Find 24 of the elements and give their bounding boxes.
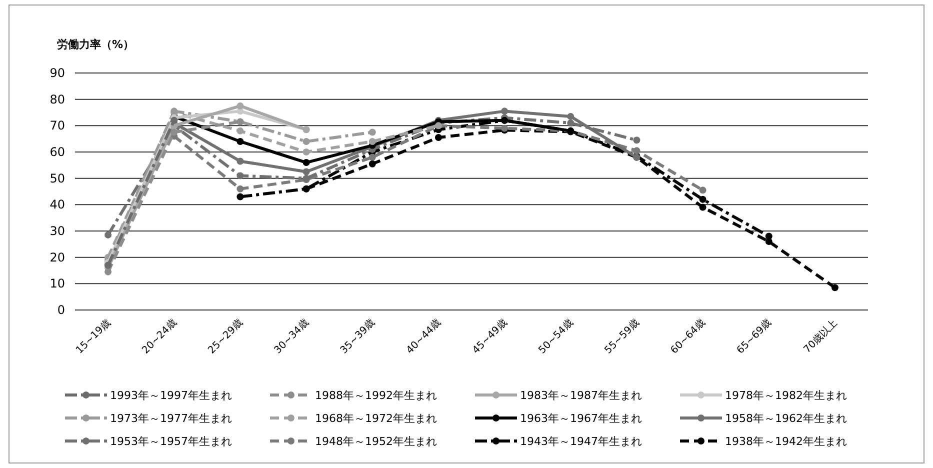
y-tick-label: 60 — [50, 145, 65, 159]
chart-title: 労働力率（%） — [57, 38, 134, 51]
legend-label: 1948年～1952年生まれ — [315, 435, 437, 448]
legend-label: 1973年～1977年生まれ — [110, 412, 232, 425]
legend-label: 1938年～1942年生まれ — [725, 435, 847, 448]
y-tick-label: 30 — [50, 224, 65, 238]
legend-label: 1983年～1987年生まれ — [520, 389, 642, 402]
y-tick-label: 10 — [50, 276, 65, 291]
y-tick-label: 50 — [50, 171, 65, 186]
y-tick-label: 0 — [57, 303, 65, 317]
legend-label: 1968年～1972年生まれ — [315, 412, 437, 425]
legend-label: 1978年～1982年生まれ — [725, 389, 847, 402]
legend-label: 1993年～1997年生まれ — [110, 389, 232, 402]
x-tick-label: 70歳以上 — [801, 316, 840, 356]
y-tick-label: 90 — [50, 66, 65, 80]
legend-label: 1943年～1947年生まれ — [520, 435, 642, 448]
legend-label: 1988年～1992年生まれ — [315, 389, 437, 402]
y-tick-label: 20 — [50, 250, 65, 264]
legend-label: 1953年～1957年生まれ — [110, 435, 232, 448]
y-tick-label: 70 — [50, 118, 65, 133]
legend-label: 1958年～1962年生まれ — [725, 412, 847, 425]
y-tick-label: 40 — [50, 198, 65, 212]
legend-label: 1963年～1967年生まれ — [520, 412, 642, 425]
y-tick-label: 80 — [50, 92, 65, 106]
